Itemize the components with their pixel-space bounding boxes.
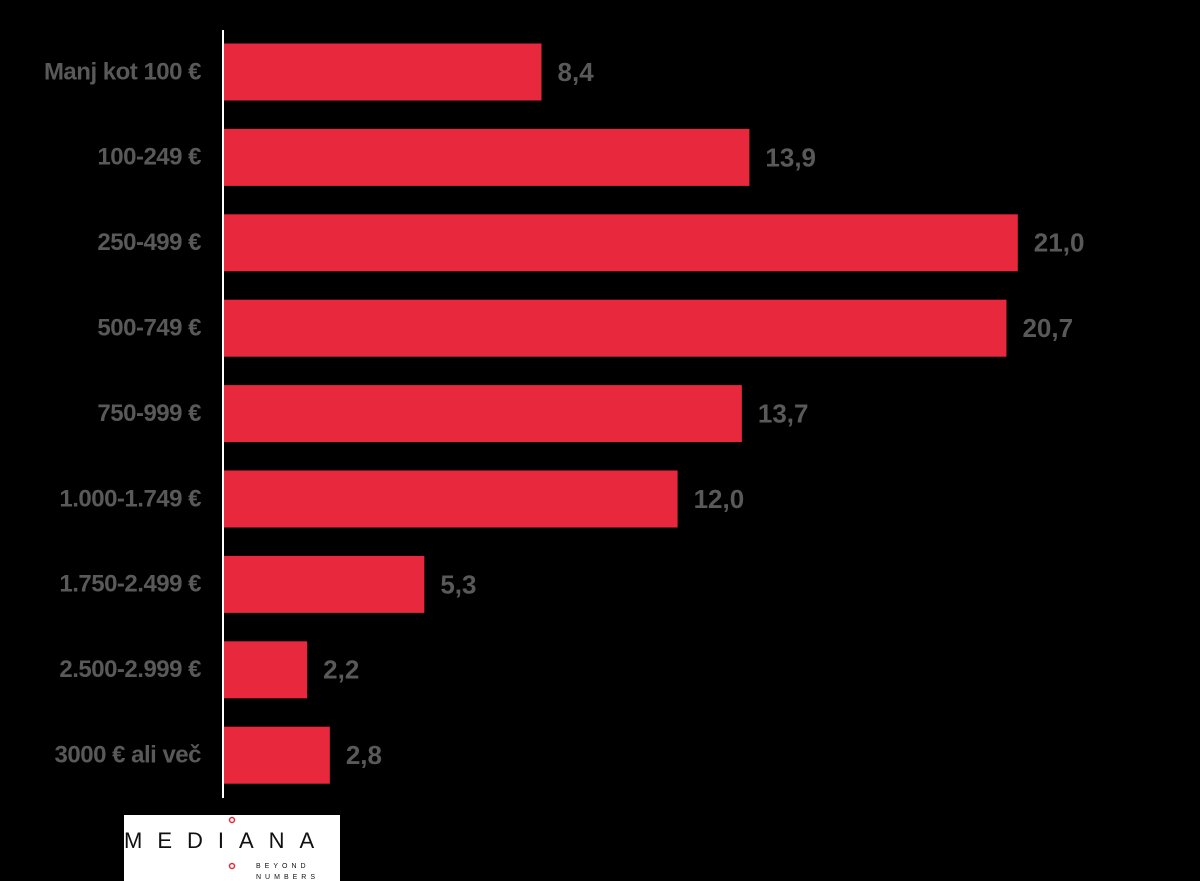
category-label: 250-499 € bbox=[97, 229, 201, 256]
bar bbox=[224, 43, 542, 101]
logo-dot bbox=[228, 816, 236, 824]
category-label: 500-749 € bbox=[97, 315, 201, 342]
value-label: 21,0 bbox=[1034, 228, 1085, 258]
value-label: 13,9 bbox=[765, 142, 816, 172]
value-label: 2,2 bbox=[323, 655, 359, 685]
category-label: 1.750-2.499 € bbox=[59, 571, 201, 598]
logo-tagline: BEYOND bbox=[256, 863, 310, 870]
category-label: 1.000-1.749 € bbox=[59, 485, 201, 512]
category-label: 750-999 € bbox=[97, 400, 201, 427]
value-label: 2,8 bbox=[346, 740, 382, 770]
bar bbox=[224, 555, 425, 613]
logo-name: MEDIANA bbox=[124, 828, 329, 853]
bar bbox=[224, 470, 678, 528]
bar bbox=[224, 214, 1018, 272]
bar bbox=[224, 641, 308, 699]
category-label: 100-249 € bbox=[97, 144, 201, 171]
category-label: 3000 € ali več bbox=[55, 742, 202, 769]
category-label: Manj kot 100 € bbox=[44, 58, 201, 85]
logo-dot bbox=[228, 862, 236, 870]
bar bbox=[224, 385, 742, 443]
logo: MEDIANA BEYOND NUMBERS bbox=[124, 815, 340, 881]
logo-tagline: NUMBERS bbox=[256, 874, 319, 881]
value-label: 13,7 bbox=[758, 398, 809, 428]
category-label: 2.500-2.999 € bbox=[59, 656, 201, 683]
value-label: 12,0 bbox=[694, 484, 745, 514]
bar bbox=[224, 128, 750, 186]
value-label: 8,4 bbox=[558, 57, 595, 87]
logo-box bbox=[124, 815, 340, 881]
value-label: 20,7 bbox=[1022, 313, 1073, 343]
value-label: 5,3 bbox=[440, 569, 476, 599]
bar bbox=[224, 299, 1007, 357]
bar bbox=[224, 726, 330, 784]
